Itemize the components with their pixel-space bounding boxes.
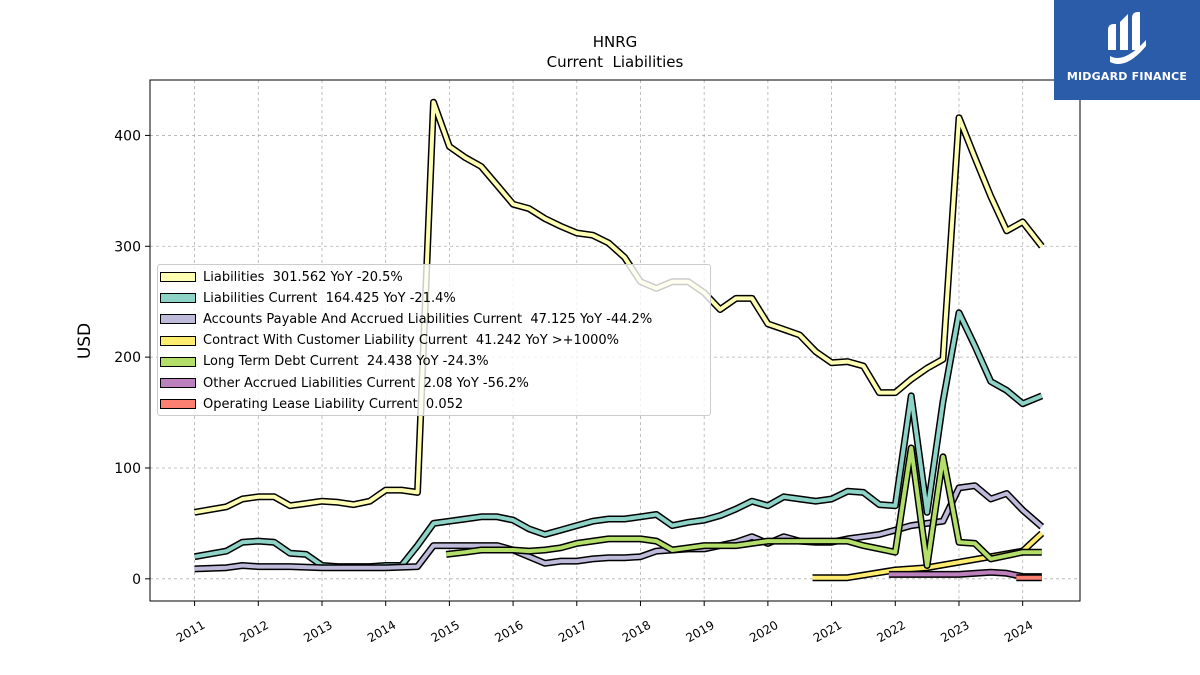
x-tick-label: 2024 <box>1002 618 1035 645</box>
midgard-logo-icon <box>1108 12 1146 64</box>
y-tick-label: 200 <box>114 350 141 366</box>
y-axis-label: USD <box>75 323 95 359</box>
legend-swatch <box>160 293 196 304</box>
x-tick-label: 2021 <box>811 618 844 645</box>
series-layer <box>193 98 1045 582</box>
chart-subtitle: Current Liabilities <box>547 53 684 71</box>
chart-title: HNRG <box>593 33 638 51</box>
legend-label: Liabilities Current 164.425 YoY -21.4% <box>203 290 456 306</box>
y-tick-label: 300 <box>114 239 141 255</box>
legend-item: Liabilities 301.562 YoY -20.5% <box>158 268 403 286</box>
brand-name: MIDGARD FINANCE <box>1066 70 1188 83</box>
legend-swatch <box>160 335 196 346</box>
legend-label: Long Term Debt Current 24.438 YoY -24.3% <box>203 354 489 370</box>
legend-label: Operating Lease Liability Current 0.052 <box>203 396 464 412</box>
legend-item: Other Accrued Liabilities Current 2.08 Y… <box>158 374 529 392</box>
legend-label: Accounts Payable And Accrued Liabilities… <box>203 311 653 327</box>
x-tick-label: 2017 <box>556 618 589 645</box>
legend-item: Long Term Debt Current 24.438 YoY -24.3% <box>158 353 489 371</box>
legend-swatch <box>160 314 196 325</box>
y-tick-label: 100 <box>114 461 141 477</box>
series-line-0 <box>194 100 1044 515</box>
x-tick-label: 2012 <box>238 618 271 645</box>
legend-item: Operating Lease Liability Current 0.052 <box>158 395 463 413</box>
legend-swatch <box>160 356 196 367</box>
legend-swatch <box>160 399 196 410</box>
legend-item: Liabilities Current 164.425 YoY -21.4% <box>158 289 456 307</box>
x-tick-label: 2018 <box>620 618 653 645</box>
x-tick-label: 2013 <box>301 618 334 645</box>
legend-swatch <box>160 272 196 282</box>
legend: Liabilities 301.562 YoY -20.5% Liabilitie… <box>157 264 711 416</box>
x-tick-label: 2022 <box>875 618 908 645</box>
legend-item: Accounts Payable And Accrued Liabilities… <box>158 310 652 328</box>
legend-label: Contract With Customer Liability Current… <box>203 333 619 349</box>
y-tick-label: 0 <box>132 572 141 588</box>
x-tick-label: 2015 <box>429 618 462 645</box>
x-tick-label: 2011 <box>174 618 207 645</box>
x-tick-label: 2014 <box>365 618 398 645</box>
legend-item: Contract With Customer Liability Current… <box>158 332 619 350</box>
legend-label: Liabilities 301.562 YoY -20.5% <box>203 269 403 285</box>
x-tick-label: 2023 <box>938 618 971 645</box>
x-tick-label: 2016 <box>492 618 525 645</box>
plot-frame <box>149 79 1081 602</box>
legend-label: Other Accrued Liabilities Current 2.08 Y… <box>203 375 529 391</box>
y-tick-label: 400 <box>114 128 141 144</box>
brand-logo: MIDGARD FINANCE <box>1054 0 1200 100</box>
x-tick-label: 2019 <box>683 618 716 645</box>
series-line-4 <box>445 446 1042 568</box>
x-tick-label: 2020 <box>747 618 780 645</box>
legend-swatch <box>160 378 196 388</box>
